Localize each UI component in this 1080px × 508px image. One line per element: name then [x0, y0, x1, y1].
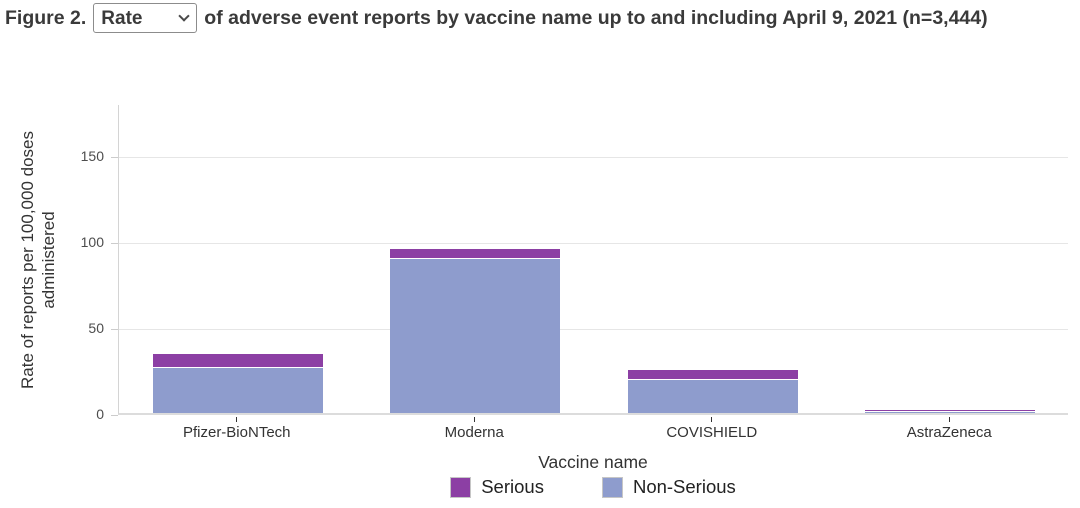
category-label-moderna: Moderna [444, 424, 504, 441]
y-axis-title-area: Rate of reports per 100,000 doses admini… [14, 105, 62, 415]
legend-item-serious[interactable]: Serious [450, 476, 544, 498]
bar-segment-serious-moderna[interactable] [390, 249, 561, 258]
legend-swatch-serious [450, 476, 472, 498]
x-tick-pfizer-biontech [236, 417, 238, 422]
y-tick-label-150: 150 [80, 147, 104, 164]
legend-item-non-serious[interactable]: Non-Serious [601, 476, 736, 498]
metric-select-control[interactable]: Rate [93, 3, 198, 33]
category-label-pfizer-biontech: Pfizer-BioNTech [182, 424, 291, 441]
y-tick-0 [111, 415, 118, 416]
x-tick-astrazeneca [948, 417, 950, 422]
y-tick-50 [111, 328, 118, 330]
y-tick-150 [111, 156, 118, 158]
bar-segment-serious-covishield[interactable] [627, 369, 798, 379]
bar-segment-non-serious-astrazeneca[interactable] [865, 410, 1036, 413]
gridline-50 [119, 328, 1068, 330]
gridline-100 [119, 242, 1068, 244]
bar-segment-serious-pfizer-biontech[interactable] [152, 354, 323, 367]
bar-segment-non-serious-pfizer-biontech[interactable] [152, 366, 323, 413]
bar-segment-non-serious-covishield[interactable] [627, 378, 798, 413]
x-tick-moderna [473, 417, 475, 422]
x-axis-title: Vaccine name [538, 452, 648, 472]
bar-segment-non-serious-moderna[interactable] [390, 258, 561, 413]
figure-title: Figure 2. Rate of adverse event reports … [5, 3, 988, 33]
x-tick-covishield [711, 417, 713, 422]
y-tick-label-100: 100 [80, 233, 104, 250]
plot-area [118, 105, 1068, 415]
figure-title-suffix: of adverse event reports by vaccine name… [204, 6, 988, 29]
legend-swatch-non-serious [601, 476, 623, 498]
metric-select[interactable]: Rate [93, 3, 198, 33]
category-label-covishield: COVISHIELD [666, 424, 758, 441]
legend-label-serious: Serious [481, 476, 544, 497]
y-tick-label-50: 50 [88, 319, 104, 336]
y-axis-title: Rate of reports per 100,000 doses admini… [18, 131, 58, 389]
category-label-astrazeneca: AstraZeneca [906, 424, 992, 441]
y-tick-label-0: 0 [96, 406, 104, 422]
legend: Serious Non-Serious [118, 476, 1068, 498]
gridline-150 [119, 156, 1068, 158]
legend-label-non-serious: Non-Serious [632, 476, 736, 497]
y-tick-100 [111, 242, 118, 244]
figure-title-prefix: Figure 2. [5, 6, 87, 29]
